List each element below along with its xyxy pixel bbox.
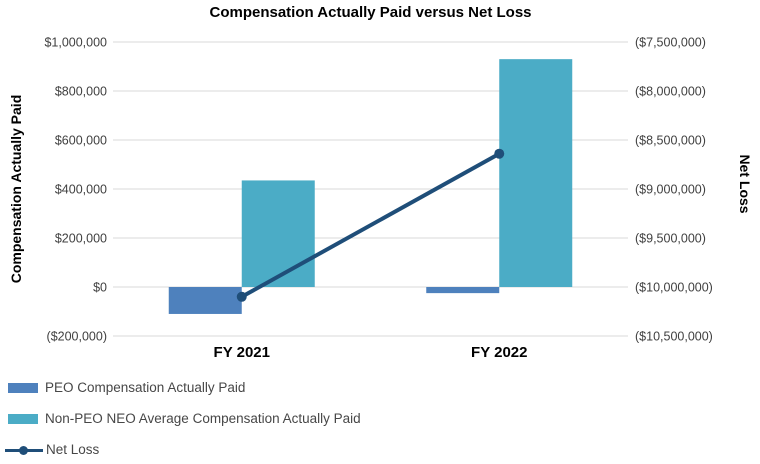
x-axis-label: FY 2021 [214, 344, 270, 361]
legend-item-non-peo: Non-PEO NEO Average Compensation Actuall… [0, 409, 361, 429]
left-tick-label: $600,000 [55, 134, 107, 148]
bar [499, 59, 573, 288]
net-loss-line [240, 151, 501, 299]
right-axis-title: Net Loss [737, 154, 753, 214]
chart-title: Compensation Actually Paid versus Net Lo… [209, 4, 532, 21]
legend-label-net-loss: Net Loss [46, 442, 100, 457]
left-axis-title: Compensation Actually Paid [8, 94, 24, 284]
right-tick-label: ($9,000,000) [635, 183, 706, 197]
legend-label-peo: PEO Compensation Actually Paid [45, 380, 246, 395]
net-loss-marker [494, 148, 505, 159]
x-axis-label: FY 2022 [471, 344, 527, 361]
plot-svg: $1,000,000 ($7,500,000) $800,000 ($8,000,00… [44, 36, 713, 362]
bar [426, 287, 500, 294]
left-tick-label: $200,000 [55, 232, 107, 246]
left-tick-label: $400,000 [55, 183, 107, 197]
right-tick-label: ($7,500,000) [635, 36, 706, 50]
right-tick-label: ($8,000,000) [635, 85, 706, 99]
left-tick-label: $800,000 [55, 85, 107, 99]
legend: PEO Compensation Actually Paid Non-PEO N… [0, 378, 361, 464]
net-loss-marker [236, 291, 247, 302]
right-tick-label: ($8,500,000) [635, 134, 706, 148]
legend-item-peo: PEO Compensation Actually Paid [0, 378, 361, 398]
peo-bar-swatch-icon [8, 383, 38, 393]
right-tick-label: ($10,500,000) [635, 330, 713, 344]
left-tick-label: ($200,000) [47, 330, 107, 344]
left-tick-label: $0 [93, 281, 107, 295]
bar [241, 180, 315, 287]
right-tick-label: ($9,500,000) [635, 232, 706, 246]
left-tick-label: $1,000,000 [44, 36, 107, 50]
right-tick-label: ($10,000,000) [635, 281, 713, 295]
net-loss-line-swatch-icon [5, 445, 43, 455]
net-loss-marker-glyph [19, 445, 28, 455]
non-peo-bar-swatch-icon [8, 414, 38, 424]
legend-label-non-peo: Non-PEO NEO Average Compensation Actuall… [45, 411, 361, 426]
legend-item-net-loss: Net Loss [0, 440, 361, 460]
bar [168, 287, 242, 314]
